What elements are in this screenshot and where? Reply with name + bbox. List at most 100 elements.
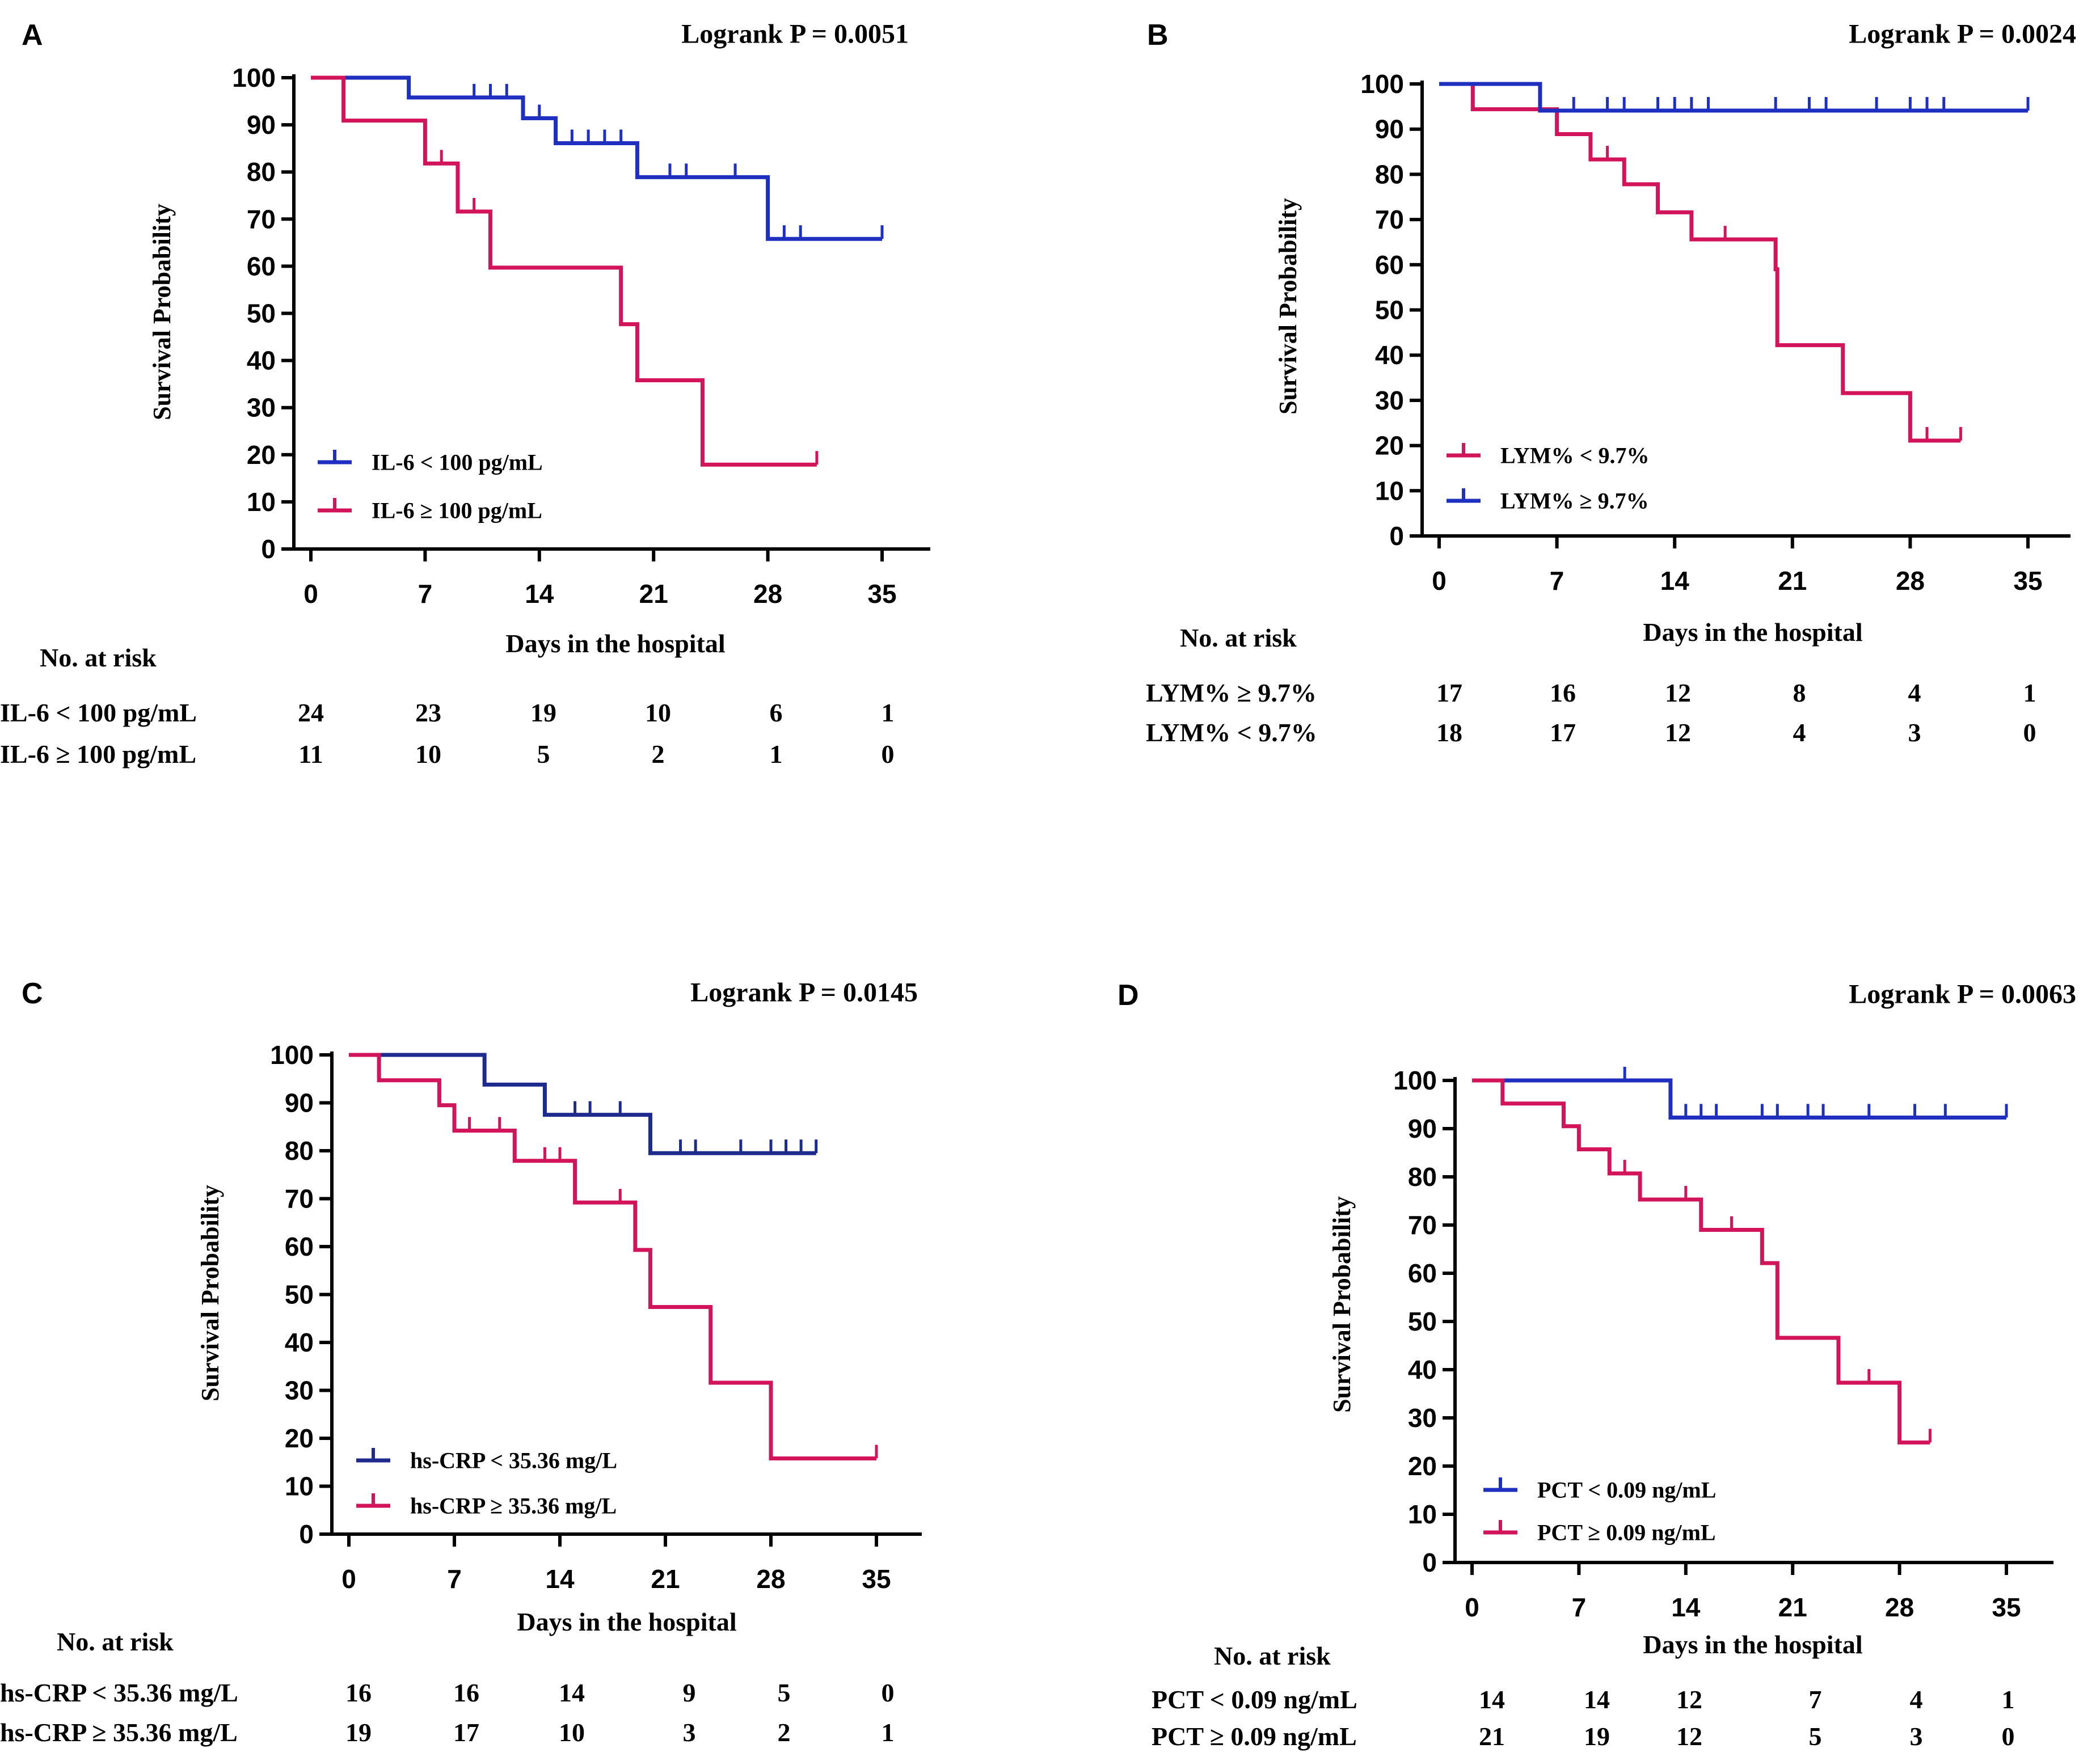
y-axis-title: Survival Probability bbox=[1328, 1196, 1356, 1413]
logrank-p-value: Logrank P = 0.0051 bbox=[681, 19, 909, 49]
risk-count: 12 bbox=[1676, 1685, 1702, 1714]
y-axis-title: Survival Probability bbox=[148, 204, 176, 420]
y-tick-label: 60 bbox=[247, 251, 276, 281]
y-tick-label: 90 bbox=[1375, 115, 1404, 144]
panel-letter: B bbox=[1147, 19, 1169, 52]
risk-count: 12 bbox=[1676, 1722, 1702, 1751]
y-tick-label: 40 bbox=[1375, 340, 1404, 370]
y-tick-label: 20 bbox=[285, 1424, 314, 1453]
risk-count: 5 bbox=[778, 1678, 791, 1707]
legend-label: IL-6 ≥ 100 pg/mL bbox=[372, 498, 542, 523]
risk-count: 2 bbox=[652, 740, 665, 768]
legend-label: hs-CRP ≥ 35.36 mg/L bbox=[410, 1493, 617, 1519]
y-tick-label: 40 bbox=[285, 1328, 314, 1357]
risk-count: 18 bbox=[1436, 718, 1462, 747]
risk-count: 5 bbox=[1809, 1722, 1822, 1751]
risk-count: 9 bbox=[683, 1678, 696, 1707]
risk-count: 14 bbox=[1479, 1685, 1505, 1714]
y-tick-label: 0 bbox=[261, 534, 276, 564]
survival-curve-series-2 bbox=[1472, 1078, 1930, 1445]
risk-count: 12 bbox=[1665, 678, 1691, 707]
x-axis-title: Days in the hospital bbox=[1643, 618, 1862, 647]
x-tick-label: 21 bbox=[1778, 566, 1807, 596]
y-tick-label: 20 bbox=[1408, 1451, 1437, 1481]
risk-count: 1 bbox=[882, 698, 895, 727]
y-tick-label: 20 bbox=[247, 440, 276, 470]
y-tick-label: 70 bbox=[1375, 205, 1404, 234]
risk-table-title: No. at risk bbox=[57, 1627, 174, 1656]
y-tick-label: 50 bbox=[247, 299, 276, 328]
x-tick-label: 14 bbox=[545, 1564, 575, 1594]
risk-count: 10 bbox=[559, 1718, 585, 1747]
x-tick-label: 14 bbox=[1660, 566, 1690, 596]
x-tick-label: 21 bbox=[639, 579, 668, 609]
legend-label: LYM% ≥ 9.7% bbox=[1500, 488, 1649, 514]
y-tick-label: 100 bbox=[1393, 1066, 1437, 1095]
x-tick-label: 28 bbox=[756, 1564, 785, 1594]
y-tick-label: 60 bbox=[1408, 1259, 1437, 1288]
risk-count: 1 bbox=[770, 740, 783, 768]
panel-d: D Logrank P = 0.0063010203040506070809010… bbox=[1118, 979, 2076, 1751]
y-tick-label: 10 bbox=[285, 1472, 314, 1501]
risk-count: 21 bbox=[1479, 1722, 1505, 1751]
risk-count: 17 bbox=[453, 1718, 479, 1747]
x-tick-label: 7 bbox=[447, 1564, 462, 1594]
risk-count: 4 bbox=[1908, 678, 1921, 707]
risk-count: 11 bbox=[298, 740, 323, 768]
y-tick-label: 100 bbox=[270, 1040, 314, 1070]
x-tick-label: 7 bbox=[1550, 566, 1565, 596]
risk-count: 19 bbox=[1584, 1722, 1610, 1751]
risk-count: 0 bbox=[882, 740, 895, 768]
legend-label: LYM% < 9.7% bbox=[1500, 443, 1649, 468]
y-tick-label: 70 bbox=[285, 1184, 314, 1214]
risk-row-label: IL-6 ≥ 100 pg/mL bbox=[0, 740, 196, 768]
panel-letter: C bbox=[22, 977, 43, 1010]
x-tick-label: 21 bbox=[651, 1564, 680, 1594]
risk-count: 24 bbox=[298, 698, 324, 727]
y-tick-label: 30 bbox=[285, 1376, 314, 1405]
risk-count: 3 bbox=[1908, 718, 1921, 747]
y-tick-label: 50 bbox=[1408, 1307, 1437, 1336]
legend-label: hs-CRP < 35.36 mg/L bbox=[410, 1448, 617, 1473]
legend-label: PCT ≥ 0.09 ng/mL bbox=[1537, 1520, 1716, 1545]
y-tick-label: 50 bbox=[285, 1280, 314, 1310]
risk-count: 19 bbox=[345, 1718, 372, 1747]
y-tick-label: 70 bbox=[247, 204, 276, 234]
x-tick-label: 28 bbox=[1885, 1593, 1914, 1622]
y-tick-label: 80 bbox=[285, 1136, 314, 1165]
x-tick-label: 35 bbox=[862, 1564, 891, 1594]
y-tick-label: 80 bbox=[1375, 159, 1404, 189]
y-tick-label: 100 bbox=[1360, 69, 1404, 99]
y-tick-label: 50 bbox=[1375, 295, 1404, 325]
risk-count: 19 bbox=[530, 698, 556, 727]
x-tick-label: 35 bbox=[867, 579, 896, 609]
risk-row-label: IL-6 < 100 pg/mL bbox=[0, 698, 197, 727]
risk-count: 6 bbox=[770, 698, 783, 727]
risk-row-label: PCT ≥ 0.09 ng/mL bbox=[1152, 1722, 1357, 1751]
survival-curve-series-2 bbox=[311, 75, 817, 467]
panel-letter: D bbox=[1118, 979, 1139, 1012]
risk-row-label: hs-CRP ≥ 35.36 mg/L bbox=[0, 1718, 238, 1747]
survival-curve-series-1 bbox=[1472, 1078, 2006, 1120]
y-tick-label: 60 bbox=[285, 1232, 314, 1261]
y-tick-label: 30 bbox=[1408, 1403, 1437, 1433]
x-tick-label: 7 bbox=[1572, 1593, 1587, 1622]
logrank-p-value: Logrank P = 0.0024 bbox=[1849, 19, 2076, 49]
panel-b: B Logrank P = 0.0024010203040506070809010… bbox=[1146, 19, 2076, 747]
y-tick-label: 0 bbox=[1422, 1548, 1437, 1577]
y-tick-label: 80 bbox=[247, 157, 276, 187]
risk-count: 0 bbox=[882, 1678, 895, 1707]
risk-row-label: LYM% < 9.7% bbox=[1146, 718, 1317, 747]
x-tick-label: 21 bbox=[1778, 1593, 1807, 1622]
x-tick-label: 35 bbox=[2013, 566, 2042, 596]
y-tick-label: 0 bbox=[1389, 521, 1404, 551]
x-tick-label: 35 bbox=[1992, 1593, 2021, 1622]
x-tick-label: 0 bbox=[1465, 1593, 1479, 1622]
risk-row-label: PCT < 0.09 ng/mL bbox=[1152, 1685, 1357, 1714]
survival-curve-series-1 bbox=[349, 1053, 816, 1155]
y-tick-label: 10 bbox=[1408, 1500, 1437, 1529]
risk-count: 23 bbox=[415, 698, 441, 727]
y-tick-label: 30 bbox=[1375, 386, 1404, 415]
y-tick-label: 60 bbox=[1375, 250, 1404, 280]
